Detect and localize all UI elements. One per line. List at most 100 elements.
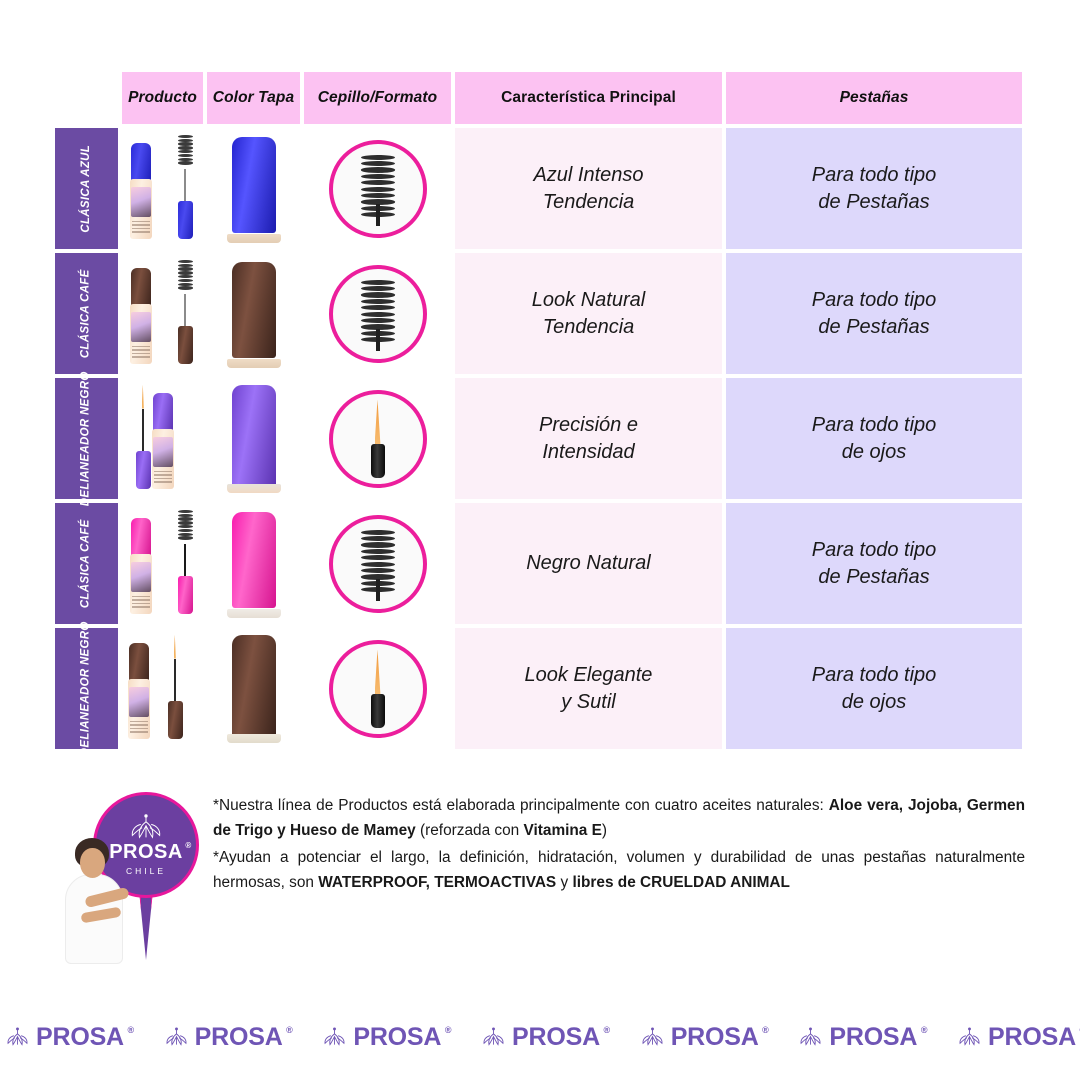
row-label-text: DELIANEADOR NEGRO xyxy=(79,371,92,506)
prosa-logo: PROSA® xyxy=(321,1022,452,1051)
footer-notes-section: PROSA ® CHILE *Nuestra línea de Productos… xyxy=(55,790,1025,965)
brush-format-cell xyxy=(304,628,451,749)
cap-icon xyxy=(226,260,282,368)
cap-color-cell xyxy=(207,503,300,624)
crown-icon xyxy=(800,1027,821,1046)
caracteristica-cell: Azul Intenso Tendencia xyxy=(455,128,722,249)
cap-color-cell xyxy=(207,128,300,249)
pestanas-line-1: Para todo tipo xyxy=(811,413,937,436)
mascara-product-icon xyxy=(124,258,202,370)
notes-text-block: *Nuestra línea de Productos está elabora… xyxy=(213,790,1025,896)
caracteristica-line-1: Azul Intenso xyxy=(533,163,644,186)
crown-icon xyxy=(642,1027,663,1046)
brush-format-cell xyxy=(304,378,451,499)
crown-icon xyxy=(131,814,161,839)
pestanas-cell: Para todo tipo de Pestañas xyxy=(726,253,1022,374)
prosa-logo-text: PROSA® xyxy=(194,1022,293,1051)
brush-format-cell xyxy=(304,253,451,374)
caracteristica-line-2: y Sutil xyxy=(561,690,616,713)
cap-icon xyxy=(226,634,282,743)
note-ingredients: *Nuestra línea de Productos está elabora… xyxy=(213,797,1025,839)
prosa-logo: PROSA® xyxy=(480,1022,610,1051)
cap-color-cell xyxy=(207,628,300,749)
prosa-logo: PROSA® xyxy=(797,1022,928,1051)
header-blank-corner xyxy=(55,72,118,124)
product-image-cell xyxy=(122,628,203,749)
prosa-badge: PROSA ® CHILE xyxy=(55,790,205,965)
row-label-cell: CLÁSICA CAFÉ xyxy=(55,503,118,624)
product-image-cell xyxy=(122,503,203,624)
table-row: CLÁSICA CAFÉ xyxy=(55,503,1025,624)
header-caracteristica-principal: Característica Principal xyxy=(455,72,722,124)
caracteristica-cell: Precisión e Intensidad xyxy=(455,378,722,499)
cap-icon xyxy=(226,384,282,493)
prosa-logo-text: PROSA® xyxy=(829,1022,928,1051)
note-benefits: *Ayudan a potenciar el largo, la definic… xyxy=(213,848,1025,891)
header-cepillo-formato: Cepillo/Formato xyxy=(304,72,451,124)
prosa-logo: PROSA® xyxy=(163,1022,293,1051)
eyeliner-product-icon xyxy=(124,383,202,495)
header-pestanas: Pestañas xyxy=(726,72,1022,124)
caracteristica-line-1: Look Natural xyxy=(531,288,646,311)
pestanas-line-2: de Pestañas xyxy=(818,190,930,213)
row-label-text: CLÁSICA CAFÉ xyxy=(79,519,92,608)
crown-icon xyxy=(959,1027,980,1046)
pestanas-line-1: Para todo tipo xyxy=(811,163,937,186)
caracteristica-line-1: Precisión e xyxy=(539,413,638,436)
prosa-logo: PROSA® xyxy=(4,1022,134,1051)
spiral-brush-icon xyxy=(328,264,427,363)
product-image-cell xyxy=(122,253,203,374)
row-label-cell: CLÁSICA CAFÉ xyxy=(55,253,118,374)
cap-icon xyxy=(226,510,282,618)
liner-brush-icon xyxy=(328,639,427,738)
crown-icon xyxy=(483,1027,504,1046)
prosa-logo-text: PROSA® xyxy=(512,1022,610,1051)
cap-color-cell xyxy=(207,253,300,374)
cap-icon xyxy=(226,135,282,243)
bottom-logo-strip: PROSA ® PROSA ® PROSA ® PROSA xyxy=(0,1016,1080,1058)
prosa-logo-text: PROSA® xyxy=(36,1022,134,1051)
badge-pin-tail xyxy=(139,890,153,960)
caracteristica-line-2: Tendencia xyxy=(542,315,635,338)
pestanas-line-1: Para todo tipo xyxy=(811,663,937,686)
row-label-text: CLÁSICA CAFÉ xyxy=(79,269,92,358)
pestanas-cell: Para todo tipo de ojos xyxy=(726,628,1022,749)
caracteristica-line-2: Intensidad xyxy=(542,440,635,463)
brush-format-cell xyxy=(304,128,451,249)
caracteristica-cell: Negro Natural xyxy=(455,503,722,624)
table-header-row: Producto Color Tapa Cepillo/Formato Cara… xyxy=(55,72,1025,124)
product-comparison-table: Producto Color Tapa Cepillo/Formato Cara… xyxy=(55,72,1025,756)
crown-icon xyxy=(166,1027,187,1046)
pestanas-line-2: de Pestañas xyxy=(818,315,930,338)
prosa-logo: PROSA® xyxy=(956,1022,1080,1051)
product-image-cell xyxy=(122,128,203,249)
pestanas-line-2: de ojos xyxy=(841,690,907,713)
spiral-brush-icon xyxy=(328,139,427,238)
caracteristica-line-1: Negro Natural xyxy=(526,552,651,574)
table-row: DELIANEADOR NEGRO xyxy=(55,621,1025,756)
table-row: DELIANEADOR NEGRO xyxy=(55,371,1025,506)
crown-icon xyxy=(7,1027,28,1046)
table-row: CLÁSICA CAFÉ xyxy=(55,253,1025,374)
liner-brush-icon xyxy=(328,389,427,488)
eyeliner-product-icon xyxy=(124,633,202,745)
pestanas-cell: Para todo tipo de Pestañas xyxy=(726,128,1022,249)
prosa-logo-text: PROSA® xyxy=(353,1022,452,1051)
badge-country: CHILE xyxy=(125,866,167,876)
row-label-text: DELIANEADOR NEGRO xyxy=(79,621,92,756)
mascara-product-icon xyxy=(124,133,202,245)
spiral-brush-icon xyxy=(328,514,427,613)
prosa-logo: PROSA® xyxy=(639,1024,769,1050)
row-label-cell: DELIANEADOR NEGRO xyxy=(55,371,118,506)
badge-brand-name: PROSA ® xyxy=(109,841,192,863)
pestanas-cell: Para todo tipo de ojos xyxy=(726,378,1022,499)
caracteristica-line-1: Look Elegante xyxy=(524,663,653,686)
header-producto: Producto xyxy=(122,72,203,124)
caracteristica-cell: Look Elegante y Sutil xyxy=(455,628,722,749)
prosa-logo-text: PROSA® xyxy=(988,1022,1080,1051)
product-image-cell xyxy=(122,378,203,499)
model-photo xyxy=(55,838,131,964)
row-label-cell: DELIANEADOR NEGRO xyxy=(55,621,118,756)
caracteristica-line-2: Tendencia xyxy=(542,190,635,213)
